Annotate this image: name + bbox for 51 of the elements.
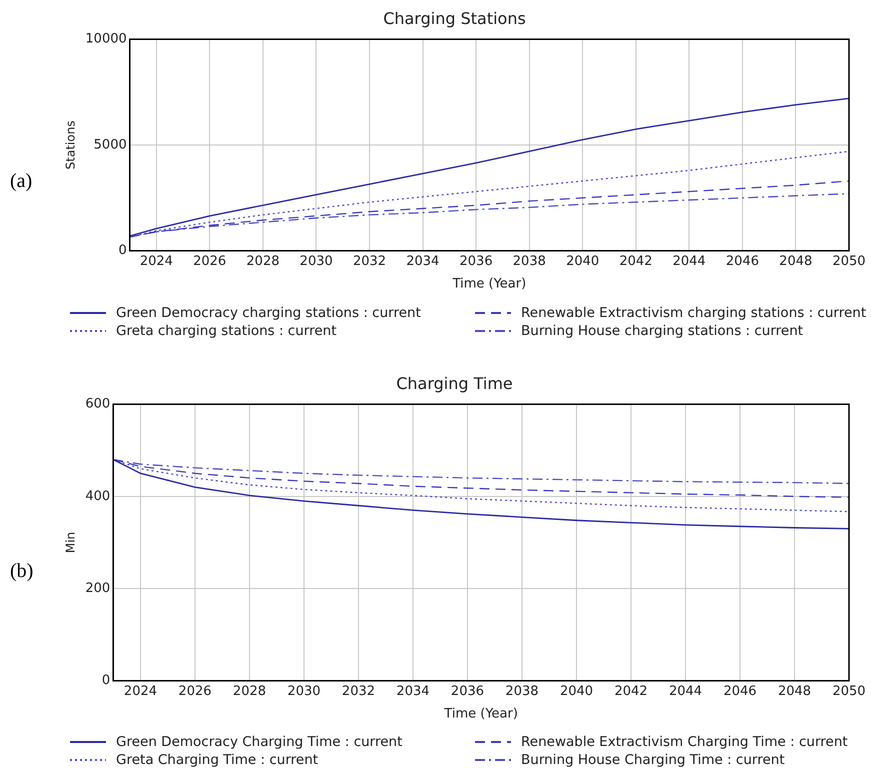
legend-label: Greta charging stations : current [116, 323, 337, 339]
text: (b) [10, 560, 34, 583]
legend-label: Green Democracy Charging Time : current [116, 734, 402, 750]
legend-label: Greta Charging Time : current [116, 752, 318, 768]
x-tick-label: 2042 [619, 254, 652, 269]
x-tick-label: 2038 [505, 684, 539, 699]
chart-title: Charging Time [396, 374, 513, 393]
y-tick-label: 5000 [94, 137, 127, 152]
x-tick-label: 2044 [668, 684, 702, 699]
x-tick-label: 2046 [726, 254, 759, 269]
text: (a) [10, 170, 32, 193]
x-tick-label: 2032 [352, 254, 386, 269]
y-axis-title: Stations [63, 120, 78, 170]
x-tick-label: 2028 [232, 684, 266, 699]
y-tick-label: 10000 [85, 32, 127, 47]
x-tick-label: 2046 [723, 684, 757, 699]
y-tick-label: 0 [102, 673, 110, 688]
legend-label: Burning House Charging Time : current [521, 752, 785, 768]
x-tick-label: 2042 [614, 684, 648, 699]
x-tick-label: 2048 [779, 254, 812, 269]
legend-label: Burning House charging stations : current [521, 323, 804, 339]
x-tick-label: 2036 [460, 254, 493, 269]
x-tick-label: 2038 [512, 254, 546, 269]
x-tick-label: 2024 [124, 684, 158, 699]
x-tick-label: 2026 [193, 254, 226, 269]
x-tick-label: 2044 [672, 254, 706, 269]
x-tick-label: 2040 [566, 254, 600, 269]
x-tick-label: 2050 [832, 684, 866, 699]
x-tick-label: 2028 [246, 254, 280, 269]
legend-label: Green Democracy charging stations : current [116, 305, 421, 321]
y-tick-label: 400 [85, 488, 110, 504]
legend-label: Renewable Extractivism Charging Time : current [521, 734, 848, 750]
y-axis-title: Min [63, 532, 78, 554]
x-axis-title: Time (Year) [443, 706, 518, 722]
y-tick-label: 200 [85, 580, 110, 596]
x-tick-label: 2050 [832, 254, 866, 269]
y-tick-label: 600 [85, 396, 110, 412]
x-tick-label: 2032 [342, 684, 376, 699]
x-tick-label: 2030 [300, 254, 333, 269]
chart-title: Charging Stations [383, 8, 526, 28]
x-tick-label: 2026 [178, 684, 212, 699]
legend-label: Renewable Extractivism charging stations : current [521, 305, 866, 321]
x-tick-label: 2030 [287, 684, 321, 699]
x-tick-label: 2024 [140, 254, 173, 269]
x-tick-label: 2036 [450, 684, 484, 699]
y-tick-label: 0 [118, 243, 127, 258]
x-tick-label: 2040 [560, 684, 594, 699]
x-tick-label: 2048 [778, 684, 812, 699]
x-tick-label: 2034 [406, 254, 440, 269]
x-axis-title: Time (Year) [452, 276, 526, 292]
x-tick-label: 2034 [396, 684, 430, 699]
